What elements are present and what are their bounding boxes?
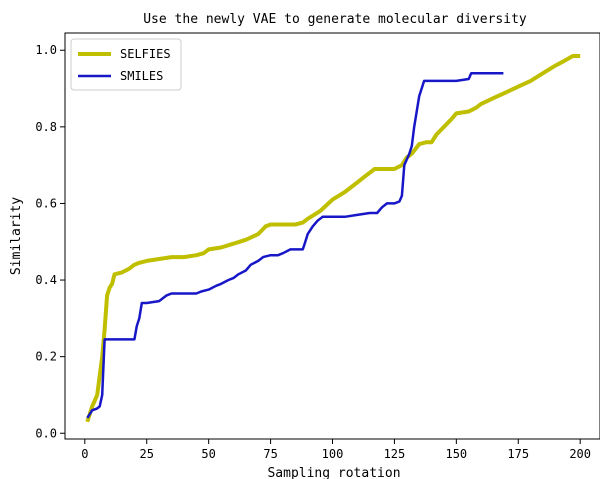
- y-tick-label: 1.0: [35, 43, 57, 57]
- y-axis-label: Similarity: [9, 197, 24, 275]
- y-tick-label: 0.4: [35, 273, 57, 287]
- x-tick-label: 25: [140, 447, 154, 461]
- x-axis-label: Sampling rotation: [267, 466, 400, 479]
- legend-label-smiles: SMILES: [120, 69, 163, 83]
- x-tick-label: 100: [322, 447, 344, 461]
- x-tick-label: 200: [569, 447, 591, 461]
- x-tick-label: 125: [384, 447, 406, 461]
- series-layer: [85, 54, 581, 423]
- y-tick-label: 0.8: [35, 120, 57, 134]
- chart-title: Use the newly VAE to generate molecular …: [143, 12, 527, 27]
- x-tick-label: 0: [81, 447, 88, 461]
- series-line-selfies: [85, 54, 581, 423]
- y-axis: 0.0 0.2 0.4 0.6 0.8 1.0: [35, 43, 65, 440]
- x-tick-label: 150: [445, 447, 467, 461]
- legend: SELFIES SMILES: [70, 38, 182, 91]
- series-line-smiles: [86, 71, 504, 419]
- legend-label-selfies: SELFIES: [120, 47, 171, 61]
- x-tick-label: 175: [507, 447, 529, 461]
- plot-frame: [64, 32, 600, 440]
- x-tick-label: 75: [263, 447, 277, 461]
- y-tick-label: 0.6: [35, 196, 57, 210]
- y-tick-label: 0.2: [35, 350, 57, 364]
- x-tick-label: 50: [201, 447, 215, 461]
- y-tick-label: 0.0: [35, 426, 57, 440]
- x-axis: 0 25 50 75 100 125 150 175 200: [81, 439, 591, 461]
